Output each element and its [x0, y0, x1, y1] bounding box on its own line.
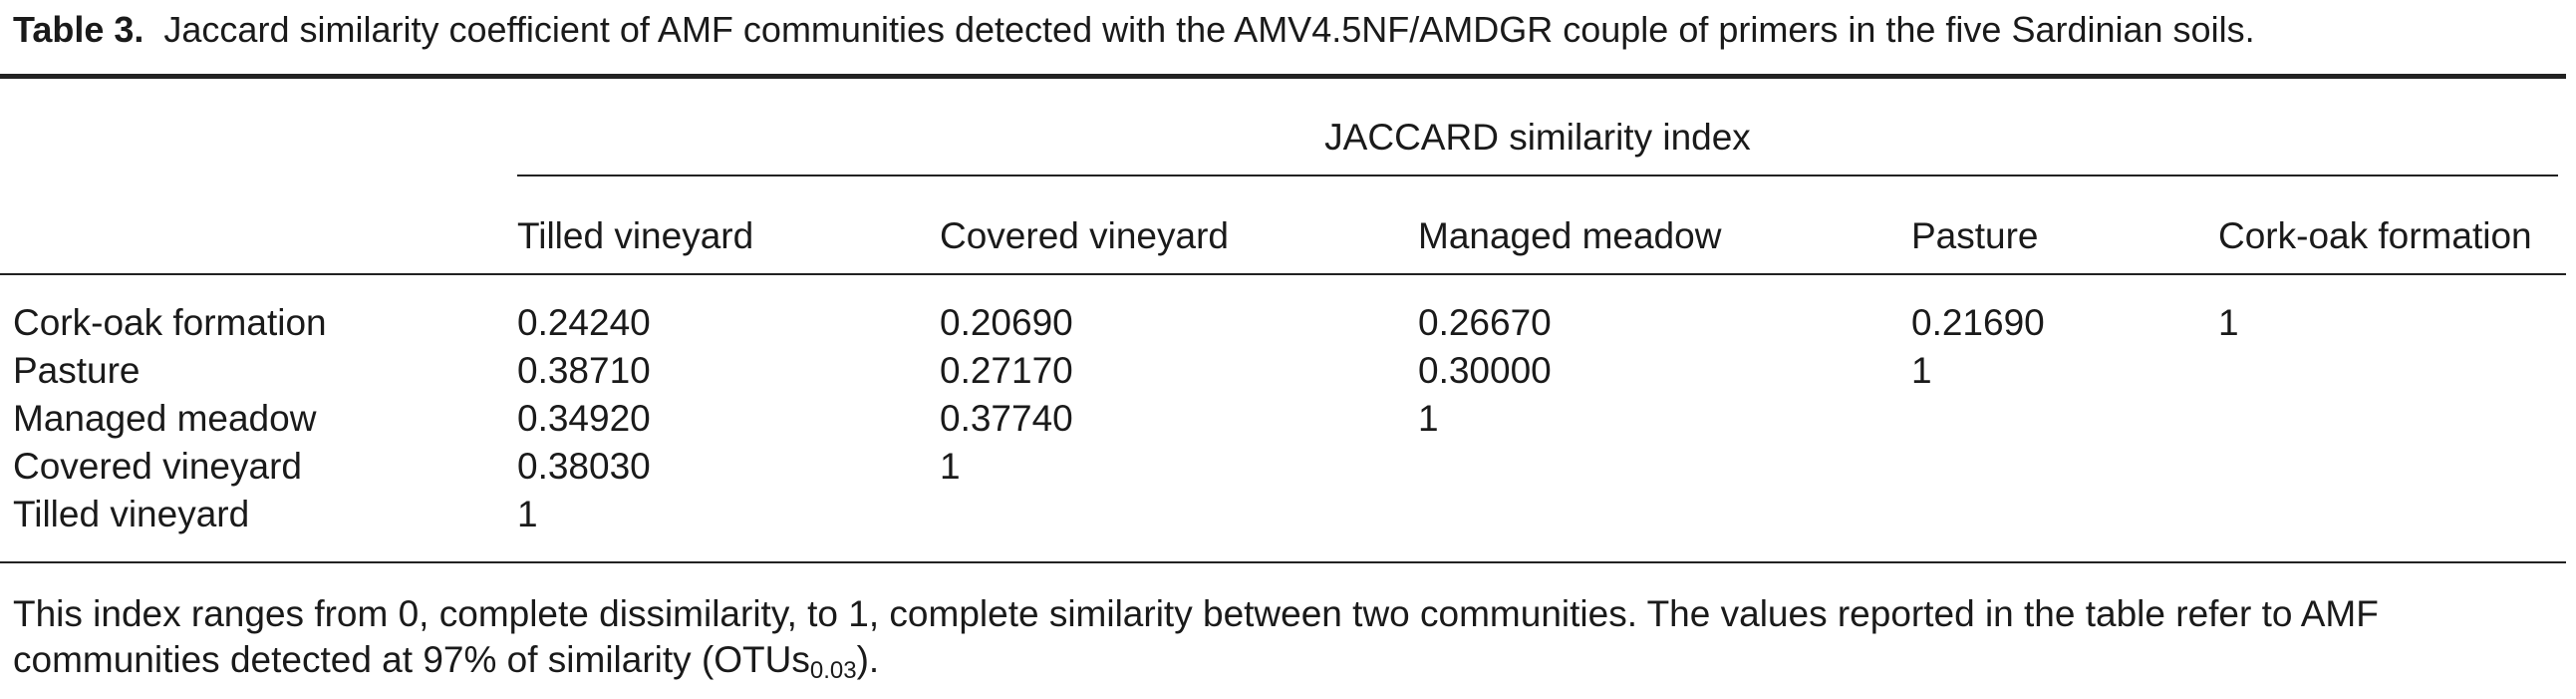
column-header: Tilled vineyard [517, 215, 754, 256]
column-header: Cork-oak formation [2218, 215, 2532, 256]
caption-text: Jaccard similarity coefficient of AMF co… [163, 9, 2255, 50]
cell: 1 [2218, 302, 2239, 343]
footer-text: ). [856, 639, 880, 680]
cell: 0.30000 [1418, 350, 1552, 391]
cell: 1 [517, 494, 538, 534]
top-rule [0, 74, 2566, 79]
group-header: JACCARD similarity index [1324, 117, 1751, 158]
row-label: Covered vineyard [13, 446, 302, 487]
row-label: Managed meadow [13, 398, 317, 439]
column-header: Managed meadow [1418, 215, 1722, 256]
cell: 0.21690 [1911, 302, 2045, 343]
column-header: Covered vineyard [940, 215, 1229, 256]
caption: Table 3. Jaccard similarity coefficient … [13, 12, 2255, 48]
caption-label: Table 3. [13, 9, 144, 50]
header-rule [0, 273, 2566, 275]
cell: 0.27170 [940, 350, 1073, 391]
row-label: Cork-oak formation [13, 302, 327, 343]
cell: 0.20690 [940, 302, 1073, 343]
cell: 0.26670 [1418, 302, 1552, 343]
footer-text: communities detected at 97% of similarit… [13, 639, 810, 680]
cell: 0.24240 [517, 302, 651, 343]
cell: 0.37740 [940, 398, 1073, 439]
group-rule [517, 175, 2558, 176]
bottom-rule [0, 561, 2566, 563]
footer-subscript: 0.03 [809, 657, 857, 684]
footer-line: This index ranges from 0, complete dissi… [13, 593, 2379, 634]
footer-line: communities detected at 97% of similarit… [13, 639, 880, 683]
row-label: Tilled vineyard [13, 494, 250, 534]
column-header: Pasture [1911, 215, 2039, 256]
cell: 1 [1911, 350, 1932, 391]
cell: 1 [1418, 398, 1439, 439]
cell: 1 [940, 446, 961, 487]
row-label: Pasture [13, 350, 141, 391]
cell: 0.34920 [517, 398, 651, 439]
cell: 0.38710 [517, 350, 651, 391]
cell: 0.38030 [517, 446, 651, 487]
